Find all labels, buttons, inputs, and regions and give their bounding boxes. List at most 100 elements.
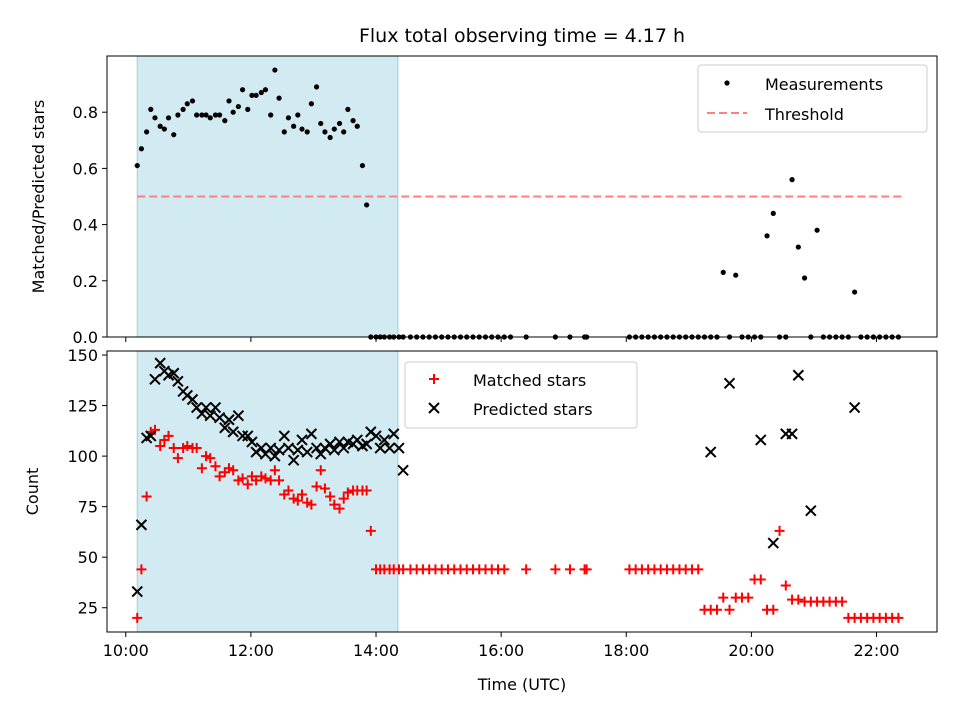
matched-star-point [242,479,253,490]
predicted-star-point [154,357,166,369]
bottom-x-tick-label: 20:00 [728,641,774,660]
measurement-point [138,146,145,152]
measurement-point [258,89,264,96]
predicted-star-point [388,428,400,440]
matched-star-point [711,604,722,615]
bottom-x-ticks: 10:00 12:00 14:00 16:00 18:00 20:00 22:00 [103,632,900,660]
predicted-star-point [723,377,736,390]
predicted-star-point [232,409,245,422]
matched-star-point [296,489,307,500]
measurement-point [733,272,739,278]
predicted-star-point [397,464,409,476]
measurement-point [276,95,282,101]
predicted-star-point [209,401,222,414]
measurement-point [336,120,343,127]
measurement-point [144,129,150,135]
predicted-star-point [792,369,805,381]
measurement-point [285,115,292,121]
measurement-point [175,112,181,118]
measurement-point [814,227,820,233]
bottom-x-tick-label: 14:00 [353,641,399,660]
matched-star-point [182,441,193,452]
predicted-star-point [186,393,199,406]
bottom-y-tick-label: 25 [78,599,98,618]
measurement-point [245,106,251,112]
legend-threshold-label: Threshold [764,105,844,124]
measurement-point [295,112,301,118]
measurement-point [207,115,213,121]
matched-star-point [205,453,216,464]
matched-star-point [521,564,532,575]
measurement-point [272,67,278,73]
predicted-star-point [786,428,798,440]
measurement-point [331,126,337,132]
bottom-y-tick-label: 100 [67,447,98,466]
matched-star-point [311,481,322,492]
measurement-point [764,233,770,239]
matched-star-point [581,564,592,575]
bottom-legend: Matched stars Predicted stars [404,361,638,429]
measurement-point [217,112,223,118]
predicted-star-point [168,367,180,379]
measurement-point [235,103,241,110]
bottom-axes-frame [106,350,938,633]
matched-star-point [693,564,704,575]
measurement-point [291,123,297,129]
matched-star-point [342,487,353,498]
measurement-point [327,134,333,141]
measurement-point [341,129,347,135]
predicted-star-point [255,442,268,454]
measurement-point [171,132,177,138]
predicted-star-point [370,430,382,442]
predicted-star-point [805,504,817,517]
measurement-point [189,98,196,104]
measurement-point [322,129,328,135]
matched-star-point [338,493,349,504]
measurement-point [350,118,356,124]
bottom-x-tick-label: 22:00 [853,641,899,660]
measurement-point [299,126,305,132]
predicted-star-point [131,585,143,598]
measurement-point [148,106,154,112]
predicted-star-point [196,407,208,420]
measurement-point [801,275,808,281]
legend-plus-mark [429,374,439,384]
matched-star-point [228,465,239,476]
matched-star-point [743,592,754,603]
bottom-panel: 25 50 75 100 125 150 10:00 12:00 14:00 16:00 18:0… [23,346,938,694]
measurement-point [184,101,190,107]
top-axes-frame [106,55,938,338]
predicted-star-point [213,412,226,424]
legend-predicted-marker [428,402,440,414]
predicted-star-point [292,444,304,456]
measurement-point [720,269,726,275]
matched-star-point [265,475,276,486]
measurement-point [308,101,314,107]
measurement-point [253,92,259,98]
measurement-point [364,202,370,208]
bottom-y-axis-label: Count [23,468,42,516]
matched-star-point [237,473,248,484]
measurement-point [318,120,324,127]
predicted-star-point [135,519,148,531]
predicted-star-point [324,438,336,450]
matched-star-point [274,475,285,486]
matched-star-point [365,525,376,536]
predicted-star-point [149,373,161,386]
predicted-star-point [310,442,323,454]
measurement-point [180,106,186,112]
predicted-star-point [242,430,254,442]
matched-star-point [774,525,785,536]
matched-star-point [319,483,330,494]
measurement-point [161,126,167,132]
matched-star-point [564,564,575,575]
predicted-star-point [172,375,184,388]
legend-x-mark [428,402,440,414]
top-y-tick-label: 0.4 [73,216,98,235]
top-y-tick-label: 0.0 [73,328,98,347]
measurement-point [795,244,801,250]
matched-star-point [210,461,221,472]
x-axis-label: Time (UTC) [477,675,566,694]
measurement-point [789,177,795,183]
